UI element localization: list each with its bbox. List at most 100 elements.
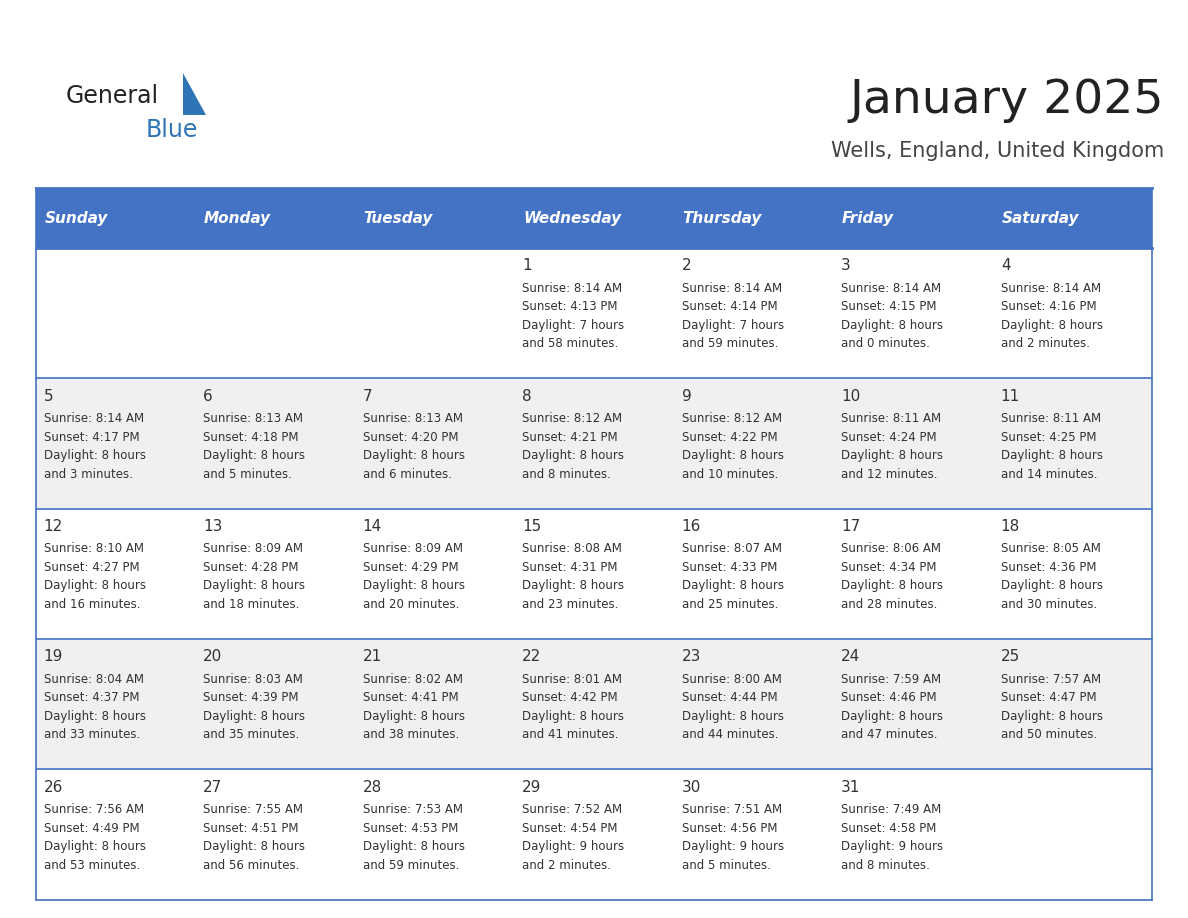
Text: 29: 29 (523, 779, 542, 795)
Text: Sunrise: 8:01 AM
Sunset: 4:42 PM
Daylight: 8 hours
and 41 minutes.: Sunrise: 8:01 AM Sunset: 4:42 PM Dayligh… (523, 673, 624, 742)
Bar (355, 248, 514, 378)
Text: 4: 4 (1000, 258, 1011, 274)
Bar (993, 248, 1152, 378)
Text: Blue: Blue (146, 118, 198, 142)
Text: 24: 24 (841, 649, 860, 665)
Text: 22: 22 (523, 649, 542, 665)
Text: 8: 8 (523, 388, 532, 404)
Bar (833, 639, 993, 769)
Text: Sunrise: 7:51 AM
Sunset: 4:56 PM
Daylight: 9 hours
and 5 minutes.: Sunrise: 7:51 AM Sunset: 4:56 PM Dayligh… (682, 803, 784, 872)
Text: 19: 19 (44, 649, 63, 665)
Text: Monday: Monday (204, 210, 271, 226)
Bar (833, 769, 993, 900)
Text: Sunrise: 8:00 AM
Sunset: 4:44 PM
Daylight: 8 hours
and 44 minutes.: Sunrise: 8:00 AM Sunset: 4:44 PM Dayligh… (682, 673, 784, 742)
Bar (514, 769, 674, 900)
Text: Sunrise: 8:02 AM
Sunset: 4:41 PM
Daylight: 8 hours
and 38 minutes.: Sunrise: 8:02 AM Sunset: 4:41 PM Dayligh… (362, 673, 465, 742)
Text: 16: 16 (682, 519, 701, 534)
Text: Tuesday: Tuesday (364, 210, 432, 226)
Text: 1: 1 (523, 258, 532, 274)
Text: Saturday: Saturday (1001, 210, 1079, 226)
Bar (514, 248, 674, 378)
Text: Sunrise: 8:04 AM
Sunset: 4:37 PM
Daylight: 8 hours
and 33 minutes.: Sunrise: 8:04 AM Sunset: 4:37 PM Dayligh… (44, 673, 146, 742)
Bar (195, 509, 355, 639)
Bar (195, 769, 355, 900)
Text: Sunrise: 8:14 AM
Sunset: 4:16 PM
Daylight: 8 hours
and 2 minutes.: Sunrise: 8:14 AM Sunset: 4:16 PM Dayligh… (1000, 282, 1102, 351)
Text: Wednesday: Wednesday (523, 210, 621, 226)
Text: Sunrise: 8:14 AM
Sunset: 4:13 PM
Daylight: 7 hours
and 58 minutes.: Sunrise: 8:14 AM Sunset: 4:13 PM Dayligh… (523, 282, 625, 351)
Text: Sunrise: 8:13 AM
Sunset: 4:20 PM
Daylight: 8 hours
and 6 minutes.: Sunrise: 8:13 AM Sunset: 4:20 PM Dayligh… (362, 412, 465, 481)
Text: 17: 17 (841, 519, 860, 534)
Bar (355, 639, 514, 769)
Text: 23: 23 (682, 649, 701, 665)
Text: Sunrise: 8:08 AM
Sunset: 4:31 PM
Daylight: 8 hours
and 23 minutes.: Sunrise: 8:08 AM Sunset: 4:31 PM Dayligh… (523, 543, 624, 611)
Text: 13: 13 (203, 519, 222, 534)
Text: 30: 30 (682, 779, 701, 795)
Text: Sunrise: 8:14 AM
Sunset: 4:15 PM
Daylight: 8 hours
and 0 minutes.: Sunrise: 8:14 AM Sunset: 4:15 PM Dayligh… (841, 282, 943, 351)
Text: 27: 27 (203, 779, 222, 795)
Bar (993, 188, 1152, 248)
Text: 26: 26 (44, 779, 63, 795)
Bar (36, 248, 195, 378)
Text: Sunrise: 8:14 AM
Sunset: 4:17 PM
Daylight: 8 hours
and 3 minutes.: Sunrise: 8:14 AM Sunset: 4:17 PM Dayligh… (44, 412, 146, 481)
Text: Sunrise: 7:53 AM
Sunset: 4:53 PM
Daylight: 8 hours
and 59 minutes.: Sunrise: 7:53 AM Sunset: 4:53 PM Dayligh… (362, 803, 465, 872)
Bar (993, 509, 1152, 639)
Bar (674, 639, 833, 769)
Text: Thursday: Thursday (683, 210, 762, 226)
Text: Sunrise: 7:55 AM
Sunset: 4:51 PM
Daylight: 8 hours
and 56 minutes.: Sunrise: 7:55 AM Sunset: 4:51 PM Dayligh… (203, 803, 305, 872)
Text: Sunrise: 8:06 AM
Sunset: 4:34 PM
Daylight: 8 hours
and 28 minutes.: Sunrise: 8:06 AM Sunset: 4:34 PM Dayligh… (841, 543, 943, 611)
Text: Sunrise: 7:59 AM
Sunset: 4:46 PM
Daylight: 8 hours
and 47 minutes.: Sunrise: 7:59 AM Sunset: 4:46 PM Dayligh… (841, 673, 943, 742)
Text: Sunrise: 7:52 AM
Sunset: 4:54 PM
Daylight: 9 hours
and 2 minutes.: Sunrise: 7:52 AM Sunset: 4:54 PM Dayligh… (523, 803, 625, 872)
Text: 28: 28 (362, 779, 381, 795)
Bar (36, 639, 195, 769)
Bar (195, 248, 355, 378)
Text: Sunrise: 8:10 AM
Sunset: 4:27 PM
Daylight: 8 hours
and 16 minutes.: Sunrise: 8:10 AM Sunset: 4:27 PM Dayligh… (44, 543, 146, 611)
Text: Sunrise: 8:07 AM
Sunset: 4:33 PM
Daylight: 8 hours
and 25 minutes.: Sunrise: 8:07 AM Sunset: 4:33 PM Dayligh… (682, 543, 784, 611)
Bar (355, 378, 514, 509)
Text: 14: 14 (362, 519, 381, 534)
Text: Sunrise: 8:12 AM
Sunset: 4:22 PM
Daylight: 8 hours
and 10 minutes.: Sunrise: 8:12 AM Sunset: 4:22 PM Dayligh… (682, 412, 784, 481)
Bar (993, 769, 1152, 900)
Bar (833, 188, 993, 248)
Bar (195, 378, 355, 509)
Bar (195, 639, 355, 769)
Polygon shape (183, 73, 206, 115)
Text: Sunrise: 7:49 AM
Sunset: 4:58 PM
Daylight: 9 hours
and 8 minutes.: Sunrise: 7:49 AM Sunset: 4:58 PM Dayligh… (841, 803, 943, 872)
Text: 15: 15 (523, 519, 542, 534)
Text: 3: 3 (841, 258, 851, 274)
Text: Sunrise: 8:03 AM
Sunset: 4:39 PM
Daylight: 8 hours
and 35 minutes.: Sunrise: 8:03 AM Sunset: 4:39 PM Dayligh… (203, 673, 305, 742)
Bar (514, 188, 674, 248)
Text: 31: 31 (841, 779, 860, 795)
Bar (36, 769, 195, 900)
Bar (355, 769, 514, 900)
Text: Friday: Friday (842, 210, 895, 226)
Text: Sunrise: 8:11 AM
Sunset: 4:25 PM
Daylight: 8 hours
and 14 minutes.: Sunrise: 8:11 AM Sunset: 4:25 PM Dayligh… (1000, 412, 1102, 481)
Text: 18: 18 (1000, 519, 1020, 534)
Bar (514, 509, 674, 639)
Text: Sunrise: 8:09 AM
Sunset: 4:29 PM
Daylight: 8 hours
and 20 minutes.: Sunrise: 8:09 AM Sunset: 4:29 PM Dayligh… (362, 543, 465, 611)
Text: 12: 12 (44, 519, 63, 534)
Text: January 2025: January 2025 (849, 78, 1164, 124)
Bar (514, 378, 674, 509)
Bar (833, 248, 993, 378)
Text: Sunrise: 8:14 AM
Sunset: 4:14 PM
Daylight: 7 hours
and 59 minutes.: Sunrise: 8:14 AM Sunset: 4:14 PM Dayligh… (682, 282, 784, 351)
Text: 25: 25 (1000, 649, 1020, 665)
Text: 11: 11 (1000, 388, 1020, 404)
Bar (36, 188, 195, 248)
Bar (674, 378, 833, 509)
Text: Sunrise: 8:05 AM
Sunset: 4:36 PM
Daylight: 8 hours
and 30 minutes.: Sunrise: 8:05 AM Sunset: 4:36 PM Dayligh… (1000, 543, 1102, 611)
Text: Wells, England, United Kingdom: Wells, England, United Kingdom (830, 141, 1164, 162)
Text: 9: 9 (682, 388, 691, 404)
Bar (36, 509, 195, 639)
Bar (833, 378, 993, 509)
Text: 20: 20 (203, 649, 222, 665)
Text: Sunrise: 7:56 AM
Sunset: 4:49 PM
Daylight: 8 hours
and 53 minutes.: Sunrise: 7:56 AM Sunset: 4:49 PM Dayligh… (44, 803, 146, 872)
Bar (674, 509, 833, 639)
Bar (674, 248, 833, 378)
Bar (355, 509, 514, 639)
Bar (993, 378, 1152, 509)
Bar (833, 509, 993, 639)
Text: General: General (65, 84, 158, 108)
Text: 7: 7 (362, 388, 372, 404)
Text: Sunrise: 8:13 AM
Sunset: 4:18 PM
Daylight: 8 hours
and 5 minutes.: Sunrise: 8:13 AM Sunset: 4:18 PM Dayligh… (203, 412, 305, 481)
Text: 21: 21 (362, 649, 381, 665)
